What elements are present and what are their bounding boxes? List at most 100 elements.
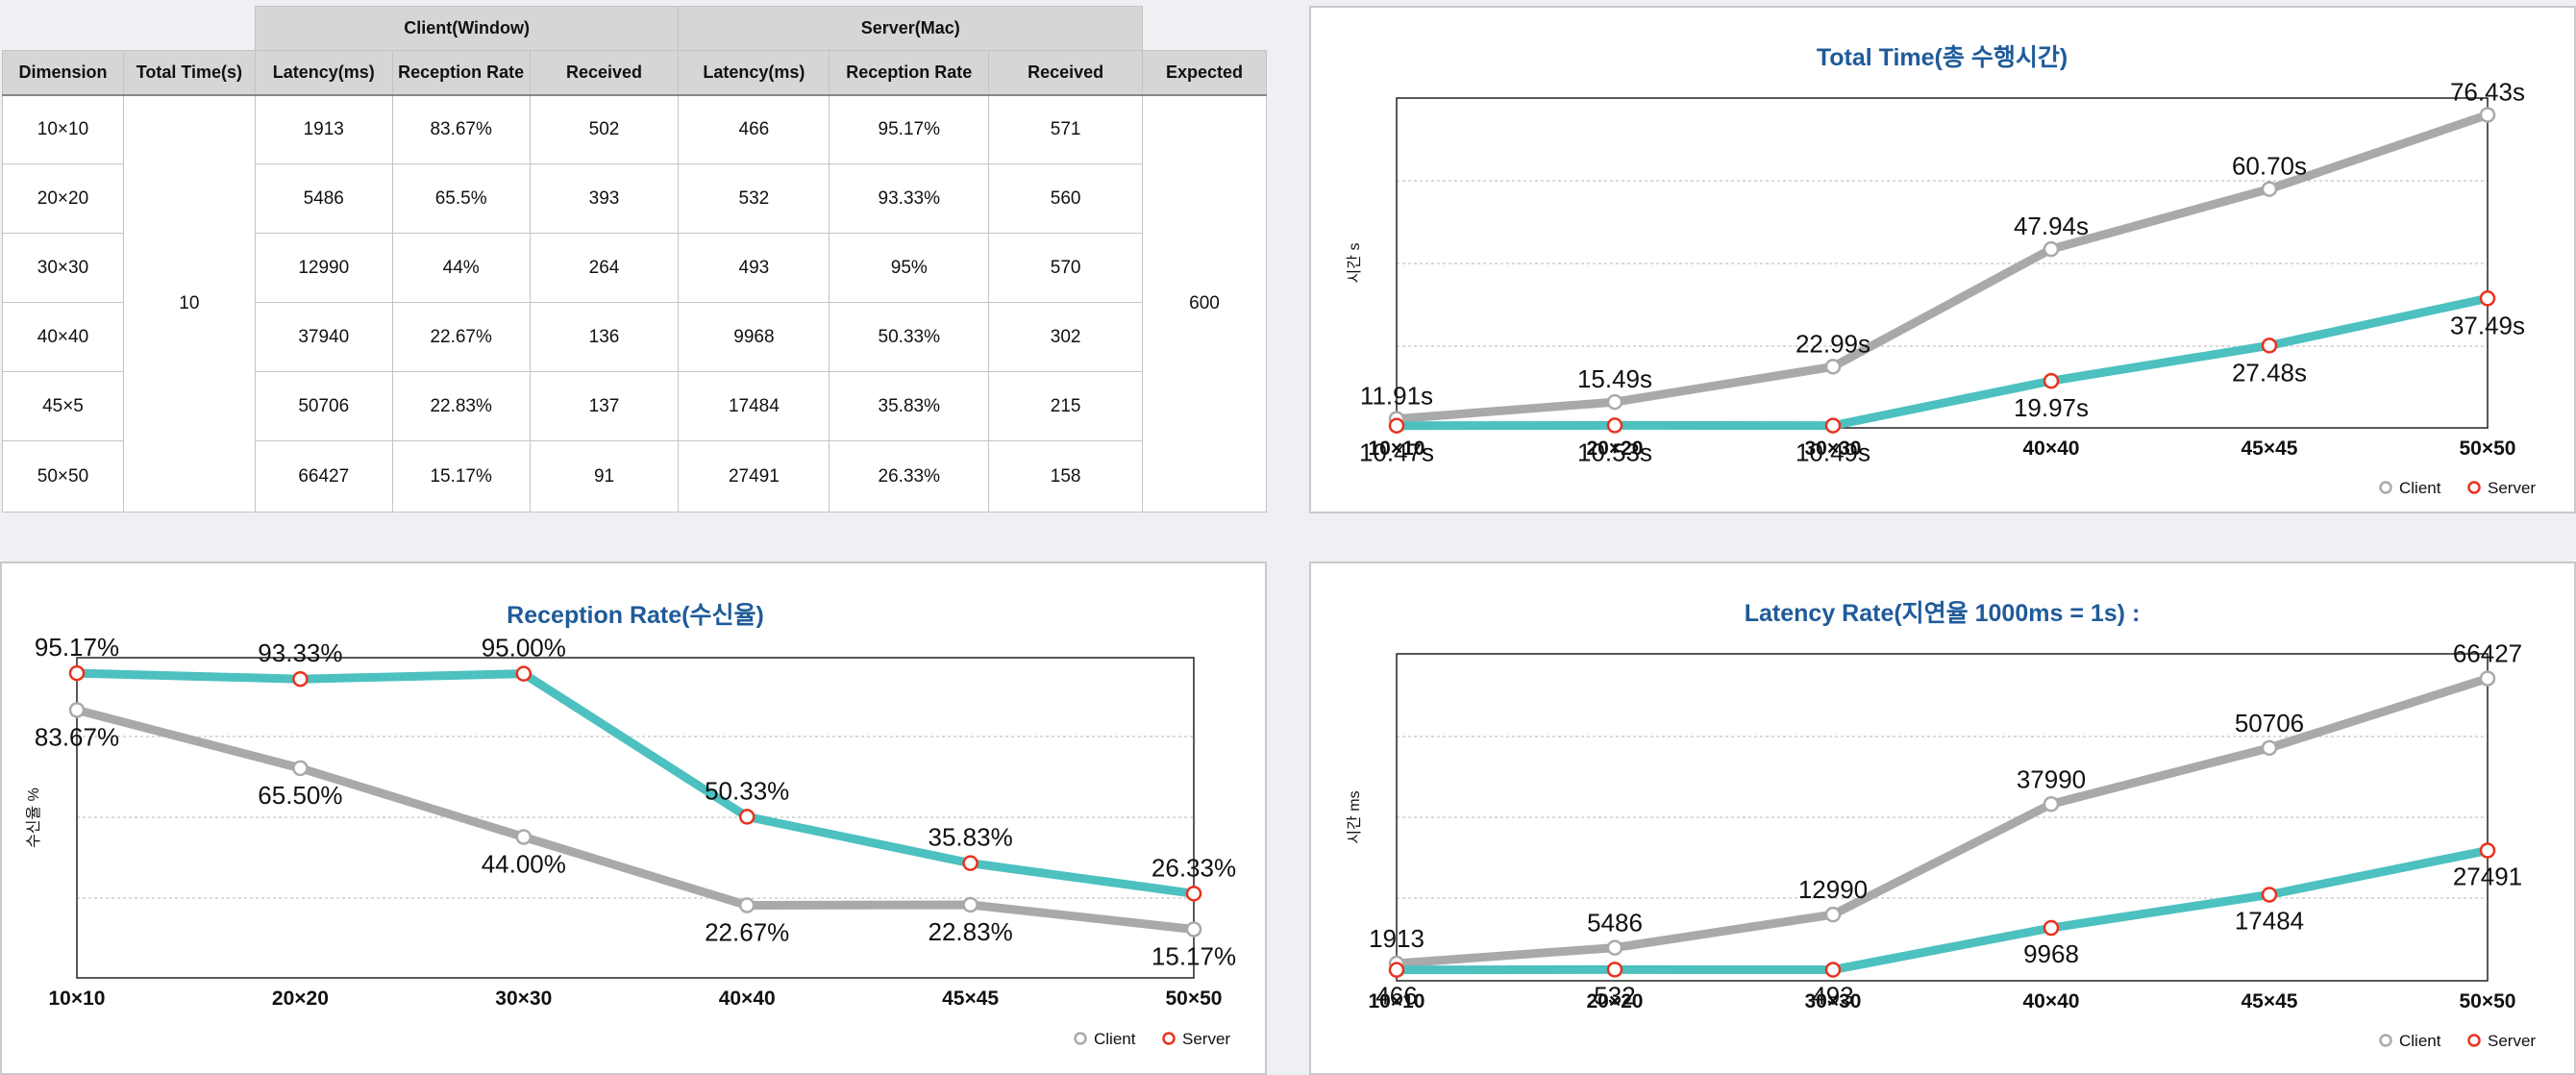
client-data-label: 22.67%	[705, 918, 789, 947]
server-data-label: 10.49s	[1796, 438, 1870, 467]
column-header: Reception Rate	[391, 50, 531, 96]
client-series-line	[1396, 111, 2489, 424]
y-axis-label: 수신율 %	[25, 788, 42, 848]
x-tick-label: 40×40	[719, 988, 776, 1010]
chart-title: Latency Rate(지연율 1000ms = 1s) :	[1745, 600, 2141, 627]
table-row: 20×20 5486 65.5% 393 532 93.33% 560	[2, 163, 1267, 234]
server-data-point	[1606, 417, 1623, 434]
client-data-point	[292, 760, 309, 777]
server-data-label: 95.00%	[482, 634, 566, 662]
server-s_recv-cell: 302	[988, 302, 1144, 372]
server-s_recv-cell: 571	[988, 94, 1144, 164]
server-series-line	[1396, 846, 2489, 975]
client-c_lat-cell: 1913	[254, 94, 393, 164]
server-s_rate-cell: 95%	[829, 233, 990, 303]
table-row: 10×10 10 1913 83.67% 502 466 95.17% 571 600	[2, 94, 1267, 512]
client-c_rate-cell: 44%	[391, 233, 531, 303]
server-data-label: 10.47s	[1359, 438, 1434, 467]
client-c_lat-cell: 12990	[254, 233, 393, 303]
client-data-point	[2043, 796, 2060, 812]
client-c_recv-cell: 137	[529, 371, 680, 441]
server-data-point	[68, 664, 86, 682]
server-data-point	[1388, 962, 1405, 978]
x-tick-label: 45×45	[2242, 438, 2298, 460]
server-data-label: 27.48s	[2232, 358, 2307, 387]
column-header: Received	[529, 50, 680, 96]
client-data-point	[1824, 906, 1842, 923]
legend-client-marker	[2379, 481, 2392, 494]
dimension-cell: 20×20	[2, 163, 124, 234]
plot-frame	[1396, 653, 2489, 982]
column-header: Latency(ms)	[678, 50, 830, 96]
server-s_recv-cell: 158	[988, 440, 1144, 512]
client-data-label: 37990	[2017, 764, 2086, 793]
x-tick-label: 45×45	[942, 988, 999, 1010]
server-s_lat-cell: 532	[678, 163, 830, 234]
dimension-cell: 10×10	[2, 94, 124, 164]
legend-client-label: Client	[1094, 1030, 1136, 1048]
legend-client-marker	[2379, 1034, 2392, 1047]
client-data-label: 44.00%	[482, 849, 566, 878]
x-tick-label: 50×50	[2460, 438, 2516, 460]
x-tick-label: 50×50	[2460, 990, 2516, 1012]
dimension-cell: 30×30	[2, 233, 124, 303]
server-s_lat-cell: 466	[678, 94, 830, 164]
server-data-point	[2261, 338, 2278, 354]
server-s_rate-cell: 50.33%	[829, 302, 990, 372]
x-tick-label: 30×30	[495, 988, 552, 1010]
client-data-label: 15.49s	[1577, 364, 1652, 393]
x-tick-label: 10×10	[49, 988, 106, 1010]
client-c_rate-cell: 15.17%	[391, 440, 531, 512]
server-s_rate-cell: 95.17%	[829, 94, 990, 164]
client-data-point	[68, 702, 86, 718]
column-header: Reception Rate	[829, 50, 990, 96]
x-tick-label: 30×30	[1805, 990, 1862, 1012]
reception-rate-chart-svg: Reception Rate(수신율) 수신율 % 10×10 20×20 30×30 4…	[25, 602, 1236, 1048]
server-data-label: 95.17%	[35, 633, 119, 662]
x-tick-label: 30×30	[1805, 438, 1862, 460]
client-data-point	[2479, 107, 2496, 123]
server-data-point	[2043, 372, 2060, 389]
expected-cell: 600	[1142, 94, 1267, 512]
client-data-point	[2261, 181, 2278, 197]
chart-title: Reception Rate(수신율)	[507, 602, 764, 629]
client-data-label: 47.94s	[2014, 212, 2089, 240]
header-spacer	[3, 7, 256, 51]
results-table-panel: Client(Window) Server(Mac) Dimension Tota…	[0, 6, 1267, 513]
client-data-label: 5486	[1587, 909, 1643, 938]
server-data-label: 27491	[2453, 862, 2522, 891]
client-data-point	[962, 896, 978, 913]
legend-client-marker	[1074, 1032, 1087, 1045]
server-data-point	[2479, 290, 2496, 307]
client-c_lat-cell: 66427	[254, 440, 393, 512]
legend-server-marker	[1162, 1032, 1176, 1045]
column-header: Expected	[1142, 50, 1267, 96]
client-c_recv-cell: 502	[529, 94, 680, 164]
server-data-label: 93.33%	[258, 638, 342, 667]
client-group-header: Client(Window)	[254, 6, 680, 51]
client-data-label: 66427	[2453, 639, 2522, 668]
server-data-point	[1185, 886, 1202, 902]
server-data-label: 26.33%	[1152, 853, 1236, 882]
table-row: 30×30 12990 44% 264 493 95% 570	[2, 233, 1267, 303]
server-data-label: 19.97s	[2014, 393, 2089, 422]
column-header: Dimension	[2, 50, 124, 96]
client-c_rate-cell: 22.83%	[391, 371, 531, 441]
server-s_recv-cell: 570	[988, 233, 1144, 303]
legend-client-label: Client	[2399, 1032, 2441, 1050]
latency-rate-chart-svg: Latency Rate(지연율 1000ms = 1s) : 시간 ms 10×1…	[1346, 600, 2536, 1050]
client-data-label: 83.67%	[35, 722, 119, 751]
column-header-row: Dimension Total Time(s) Latency(ms) Recepti…	[2, 50, 1267, 96]
column-header: Total Time(s)	[122, 50, 256, 96]
column-header: Received	[988, 50, 1144, 96]
total-time-cell: 10	[122, 94, 256, 512]
server-s_rate-cell: 26.33%	[829, 440, 990, 512]
server-data-point	[1606, 962, 1623, 978]
client-data-label: 76.43s	[2450, 77, 2525, 106]
total-time-chart: Total Time(총 수행시간) 시간 s 10×10 20×20 30×30 40×…	[1309, 6, 2576, 513]
client-data-label: 65.50%	[258, 781, 342, 810]
client-data-label: 15.17%	[1152, 941, 1236, 970]
legend-server-label: Server	[2488, 1032, 2536, 1050]
client-c_rate-cell: 22.67%	[391, 302, 531, 372]
server-s_rate-cell: 93.33%	[829, 163, 990, 234]
